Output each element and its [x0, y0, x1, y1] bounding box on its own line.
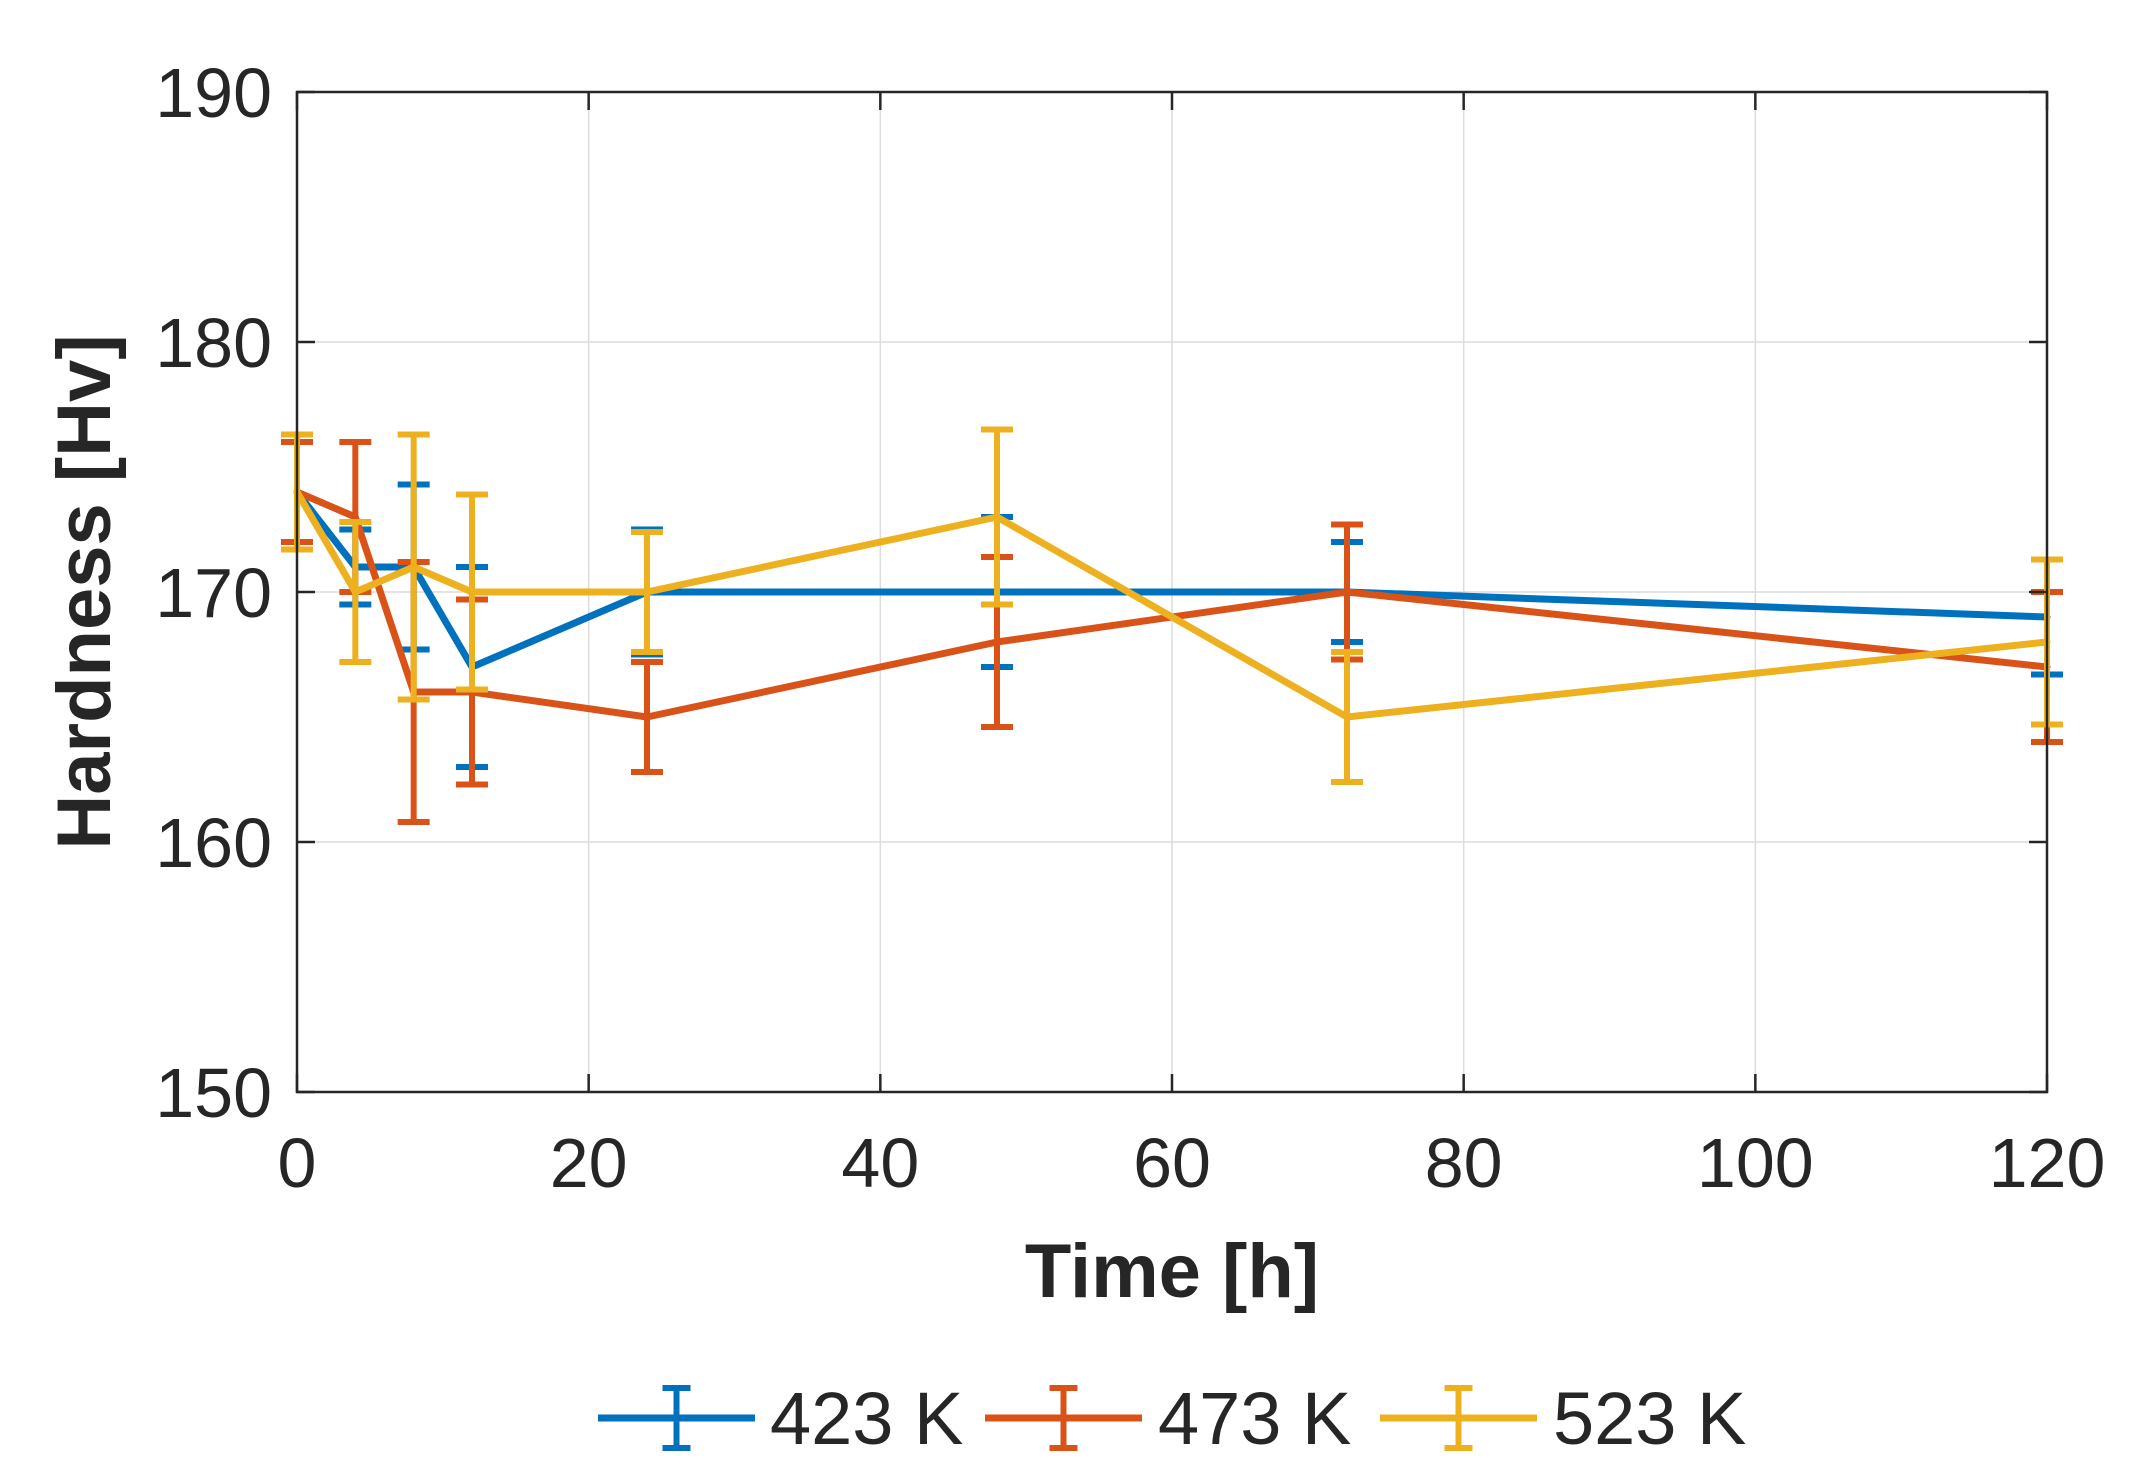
- x-tick-label: 20: [550, 1124, 628, 1202]
- x-tick-label: 40: [841, 1124, 919, 1202]
- error-bar: [397, 431, 430, 703]
- x-axis-ticks: 0 20 40 60 80 100 120: [278, 92, 2106, 1202]
- error-bar: [631, 529, 663, 655]
- error-bar: [456, 491, 488, 693]
- series-line: [293, 488, 2051, 721]
- series-line: [293, 488, 2051, 721]
- y-tick-label: 160: [155, 804, 272, 882]
- y-tick-label: 190: [155, 54, 272, 132]
- y-axis-ticks: 150 160 170 180 190: [155, 54, 2047, 1132]
- legend-label: 523 K: [1553, 1377, 1746, 1460]
- y-tick-label: 170: [155, 554, 272, 632]
- legend-label: 473 K: [1158, 1377, 1351, 1460]
- x-axis-title: Time [h]: [1025, 1229, 1319, 1314]
- y-tick-label: 150: [155, 1054, 272, 1132]
- legend-label: 423 K: [770, 1377, 963, 1460]
- x-tick-label: 120: [1989, 1124, 2106, 1202]
- y-tick-label: 180: [155, 304, 272, 382]
- series-line: [293, 488, 2051, 671]
- x-tick-label: 0: [278, 1124, 317, 1202]
- legend-item-423-k: 423 K: [598, 1377, 963, 1460]
- legend-item-473-k: 473 K: [985, 1377, 1351, 1460]
- error-bar: [631, 659, 663, 775]
- x-tick-label: 60: [1133, 1124, 1211, 1202]
- x-tick-label: 100: [1697, 1124, 1814, 1202]
- legend-item-523-k: 523 K: [1380, 1377, 1746, 1460]
- error-bar: [981, 426, 1013, 608]
- legend: 423 K 473 K 523 K: [598, 1377, 1746, 1460]
- error-bar: [339, 519, 372, 665]
- error-bar: [1331, 649, 1363, 785]
- x-tick-label: 80: [1425, 1124, 1503, 1202]
- y-axis-title: Hardness [Hv]: [42, 334, 127, 849]
